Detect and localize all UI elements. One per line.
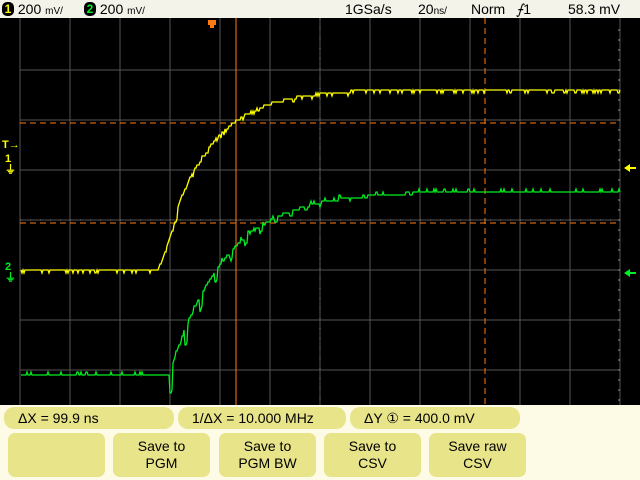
- trigger-position-icon[interactable]: [208, 20, 216, 28]
- ch2-trace: [21, 186, 621, 394]
- save-to-csv-button[interactable]: Save to CSV: [324, 433, 421, 477]
- softkey-blank[interactable]: [8, 433, 105, 477]
- softkey-line2: CSV: [463, 455, 492, 471]
- softkey-line2: PGM: [145, 455, 178, 471]
- ch2-scale[interactable]: 2 200 mV/: [84, 1, 145, 20]
- ch2-ground-marker[interactable]: 2 ⏚: [5, 262, 16, 284]
- ch1-level-arrow-icon[interactable]: [624, 164, 636, 172]
- delta-y-readout: ΔY ① = 400.0 mV: [350, 407, 520, 429]
- ch1-scale[interactable]: 1 200 mV/: [2, 1, 63, 20]
- ch2-badge: 2: [84, 2, 96, 16]
- ch1-scale-unit: mV/: [45, 6, 63, 17]
- trigger-marker-label: T: [2, 139, 9, 151]
- delta-x-readout: ΔX = 99.9 ns: [4, 407, 174, 429]
- ground-icon: ⏚: [5, 272, 16, 284]
- trigger-mode[interactable]: Norm: [471, 1, 506, 17]
- ground-icon: ⏚: [5, 164, 16, 176]
- cursors[interactable]: [20, 18, 620, 405]
- rising-edge-icon: ⨍: [516, 1, 524, 17]
- trigger-level-marker[interactable]: T→: [2, 139, 20, 151]
- ch1-trace: [20, 87, 621, 276]
- ch2-marker-label: 2: [5, 261, 12, 273]
- ch2-scale-unit: mV/: [127, 6, 145, 17]
- inverse-delta-x-readout: 1/ΔX = 10.000 MHz: [178, 407, 346, 429]
- status-bar: 1 200 mV/ 2 200 mV/ 1GSa/s 20ns/ Norm ⨍1…: [0, 0, 640, 18]
- ch1-scale-value: 200: [17, 1, 42, 17]
- timebase-value: 20: [418, 1, 434, 17]
- trigger-source-value: 1: [523, 1, 532, 17]
- softkey-line2: PGM BW: [238, 455, 297, 471]
- softkey-line2: CSV: [358, 455, 387, 471]
- save-to-pgm-bw-button[interactable]: Save to PGM BW: [219, 433, 316, 477]
- timebase-unit: ns/: [433, 6, 447, 17]
- waveform-display[interactable]: [0, 18, 640, 405]
- ch2-scale-value: 200: [99, 1, 124, 17]
- softkey-line1: Save to: [137, 438, 186, 454]
- ch1-ground-marker[interactable]: 1 ⏚: [5, 154, 16, 176]
- softkey-line1: Save to: [243, 438, 292, 454]
- graticule: [19, 18, 621, 405]
- ch2-level-arrow-icon[interactable]: [624, 269, 636, 277]
- save-raw-csv-button[interactable]: Save raw CSV: [429, 433, 526, 477]
- trigger-level: 58.3 mV: [568, 1, 621, 17]
- ch1-badge: 1: [2, 2, 14, 16]
- sample-rate: 1GSa/s: [345, 1, 392, 17]
- softkey-panel: ΔX = 99.9 ns 1/ΔX = 10.000 MHz ΔY ① = 40…: [0, 405, 640, 480]
- ch1-marker-label: 1: [5, 153, 12, 165]
- save-to-pgm-button[interactable]: Save to PGM: [113, 433, 210, 477]
- timebase[interactable]: 20ns/: [418, 1, 447, 20]
- softkey-line1: Save raw: [448, 438, 507, 454]
- trigger-source[interactable]: ⨍1: [516, 1, 531, 17]
- softkey-line1: Save to: [348, 438, 397, 454]
